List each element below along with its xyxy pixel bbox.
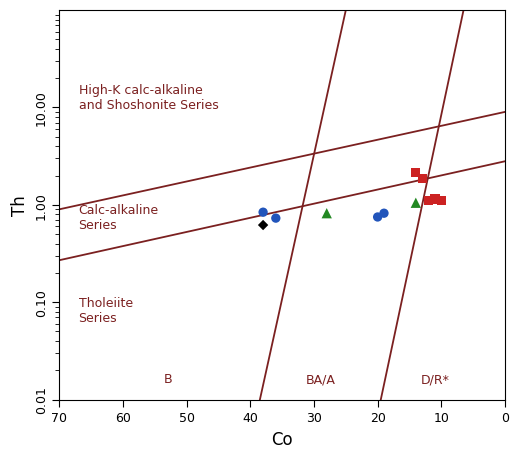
Point: [271, 215, 280, 222]
Point: [424, 198, 433, 205]
Point: [259, 209, 267, 216]
Text: High-K calc-alkaline
and Shoshonite Series: High-K calc-alkaline and Shoshonite Seri…: [79, 84, 218, 112]
Point: [380, 210, 388, 218]
Text: Calc-alkaline
Series: Calc-alkaline Series: [79, 203, 159, 231]
Point: [412, 169, 420, 177]
Y-axis label: Th: Th: [11, 195, 29, 216]
Point: [412, 200, 420, 207]
Text: D/R*: D/R*: [421, 373, 449, 386]
Text: Tholeiite
Series: Tholeiite Series: [79, 297, 133, 325]
Point: [259, 222, 267, 229]
Point: [431, 196, 439, 203]
Point: [418, 176, 426, 183]
X-axis label: Co: Co: [271, 430, 293, 448]
Point: [437, 198, 446, 205]
Point: [322, 210, 331, 218]
Point: [373, 214, 382, 221]
Text: B: B: [163, 373, 172, 386]
Text: BA/A: BA/A: [305, 373, 335, 386]
